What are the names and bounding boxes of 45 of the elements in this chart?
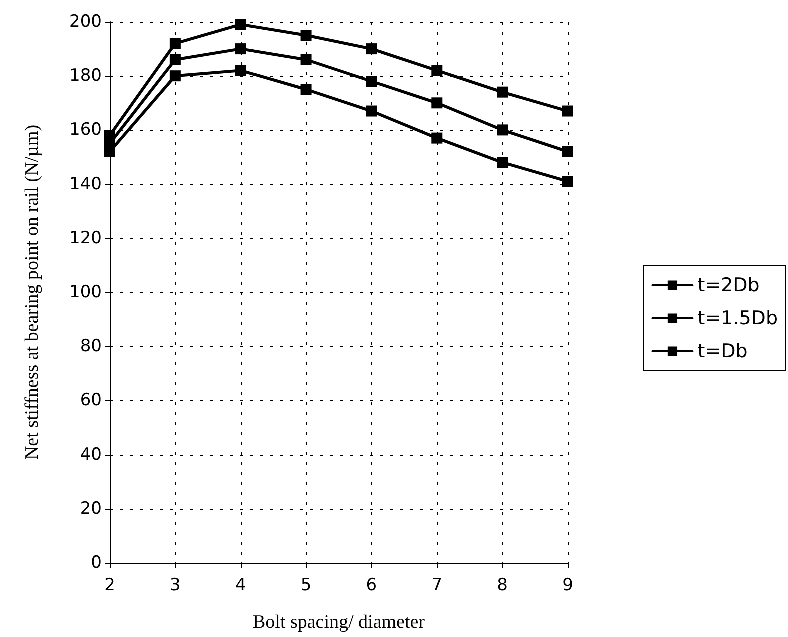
point [300,54,312,66]
x-axis-title: Bolt spacing/ diameter [252,612,426,633]
point [497,86,508,98]
y-tick-label: 200 [70,12,102,32]
point [300,30,312,42]
x-tick-label: 9 [562,576,574,596]
point [235,44,246,55]
point [432,65,443,76]
x-tick-label: 5 [300,576,312,596]
point [300,84,312,96]
y-tick-label: 20 [80,498,102,519]
x-tick-label: 4 [235,576,246,596]
legend-label: t=1.5Db [698,308,778,330]
point [170,54,181,66]
point [562,106,574,117]
x-tick-label: 8 [497,576,508,596]
point [170,70,181,82]
point [562,146,574,158]
x-tick-label: 2 [104,576,116,596]
x-tick-label: 7 [432,576,443,596]
x-tick-label: 6 [366,576,378,596]
x-tick-label: 3 [170,576,181,596]
y-axis-title: Net stiffness at bearing point on rail (N/µm) [22,124,43,460]
point [497,124,508,136]
point [170,38,181,50]
point [366,44,378,55]
legend-label: t=2Db [698,274,760,296]
point [366,106,378,117]
point [235,19,246,30]
y-tick-label: 60 [80,390,102,411]
point [235,65,246,76]
y-tick-label: 140 [70,174,102,194]
point [562,176,574,188]
y-tick-label: 180 [70,66,102,86]
point [366,76,378,88]
y-tick-label: 160 [70,120,102,140]
y-tick-label: 40 [80,444,102,465]
point [432,132,443,144]
point [497,157,508,168]
y-tick-label: 0 [91,553,102,573]
y-tick-label: 120 [70,228,102,248]
y-tick-label: 80 [80,336,102,357]
point [432,98,443,109]
legend-label: t=Db [698,340,748,362]
y-tick-label: 100 [70,282,102,302]
